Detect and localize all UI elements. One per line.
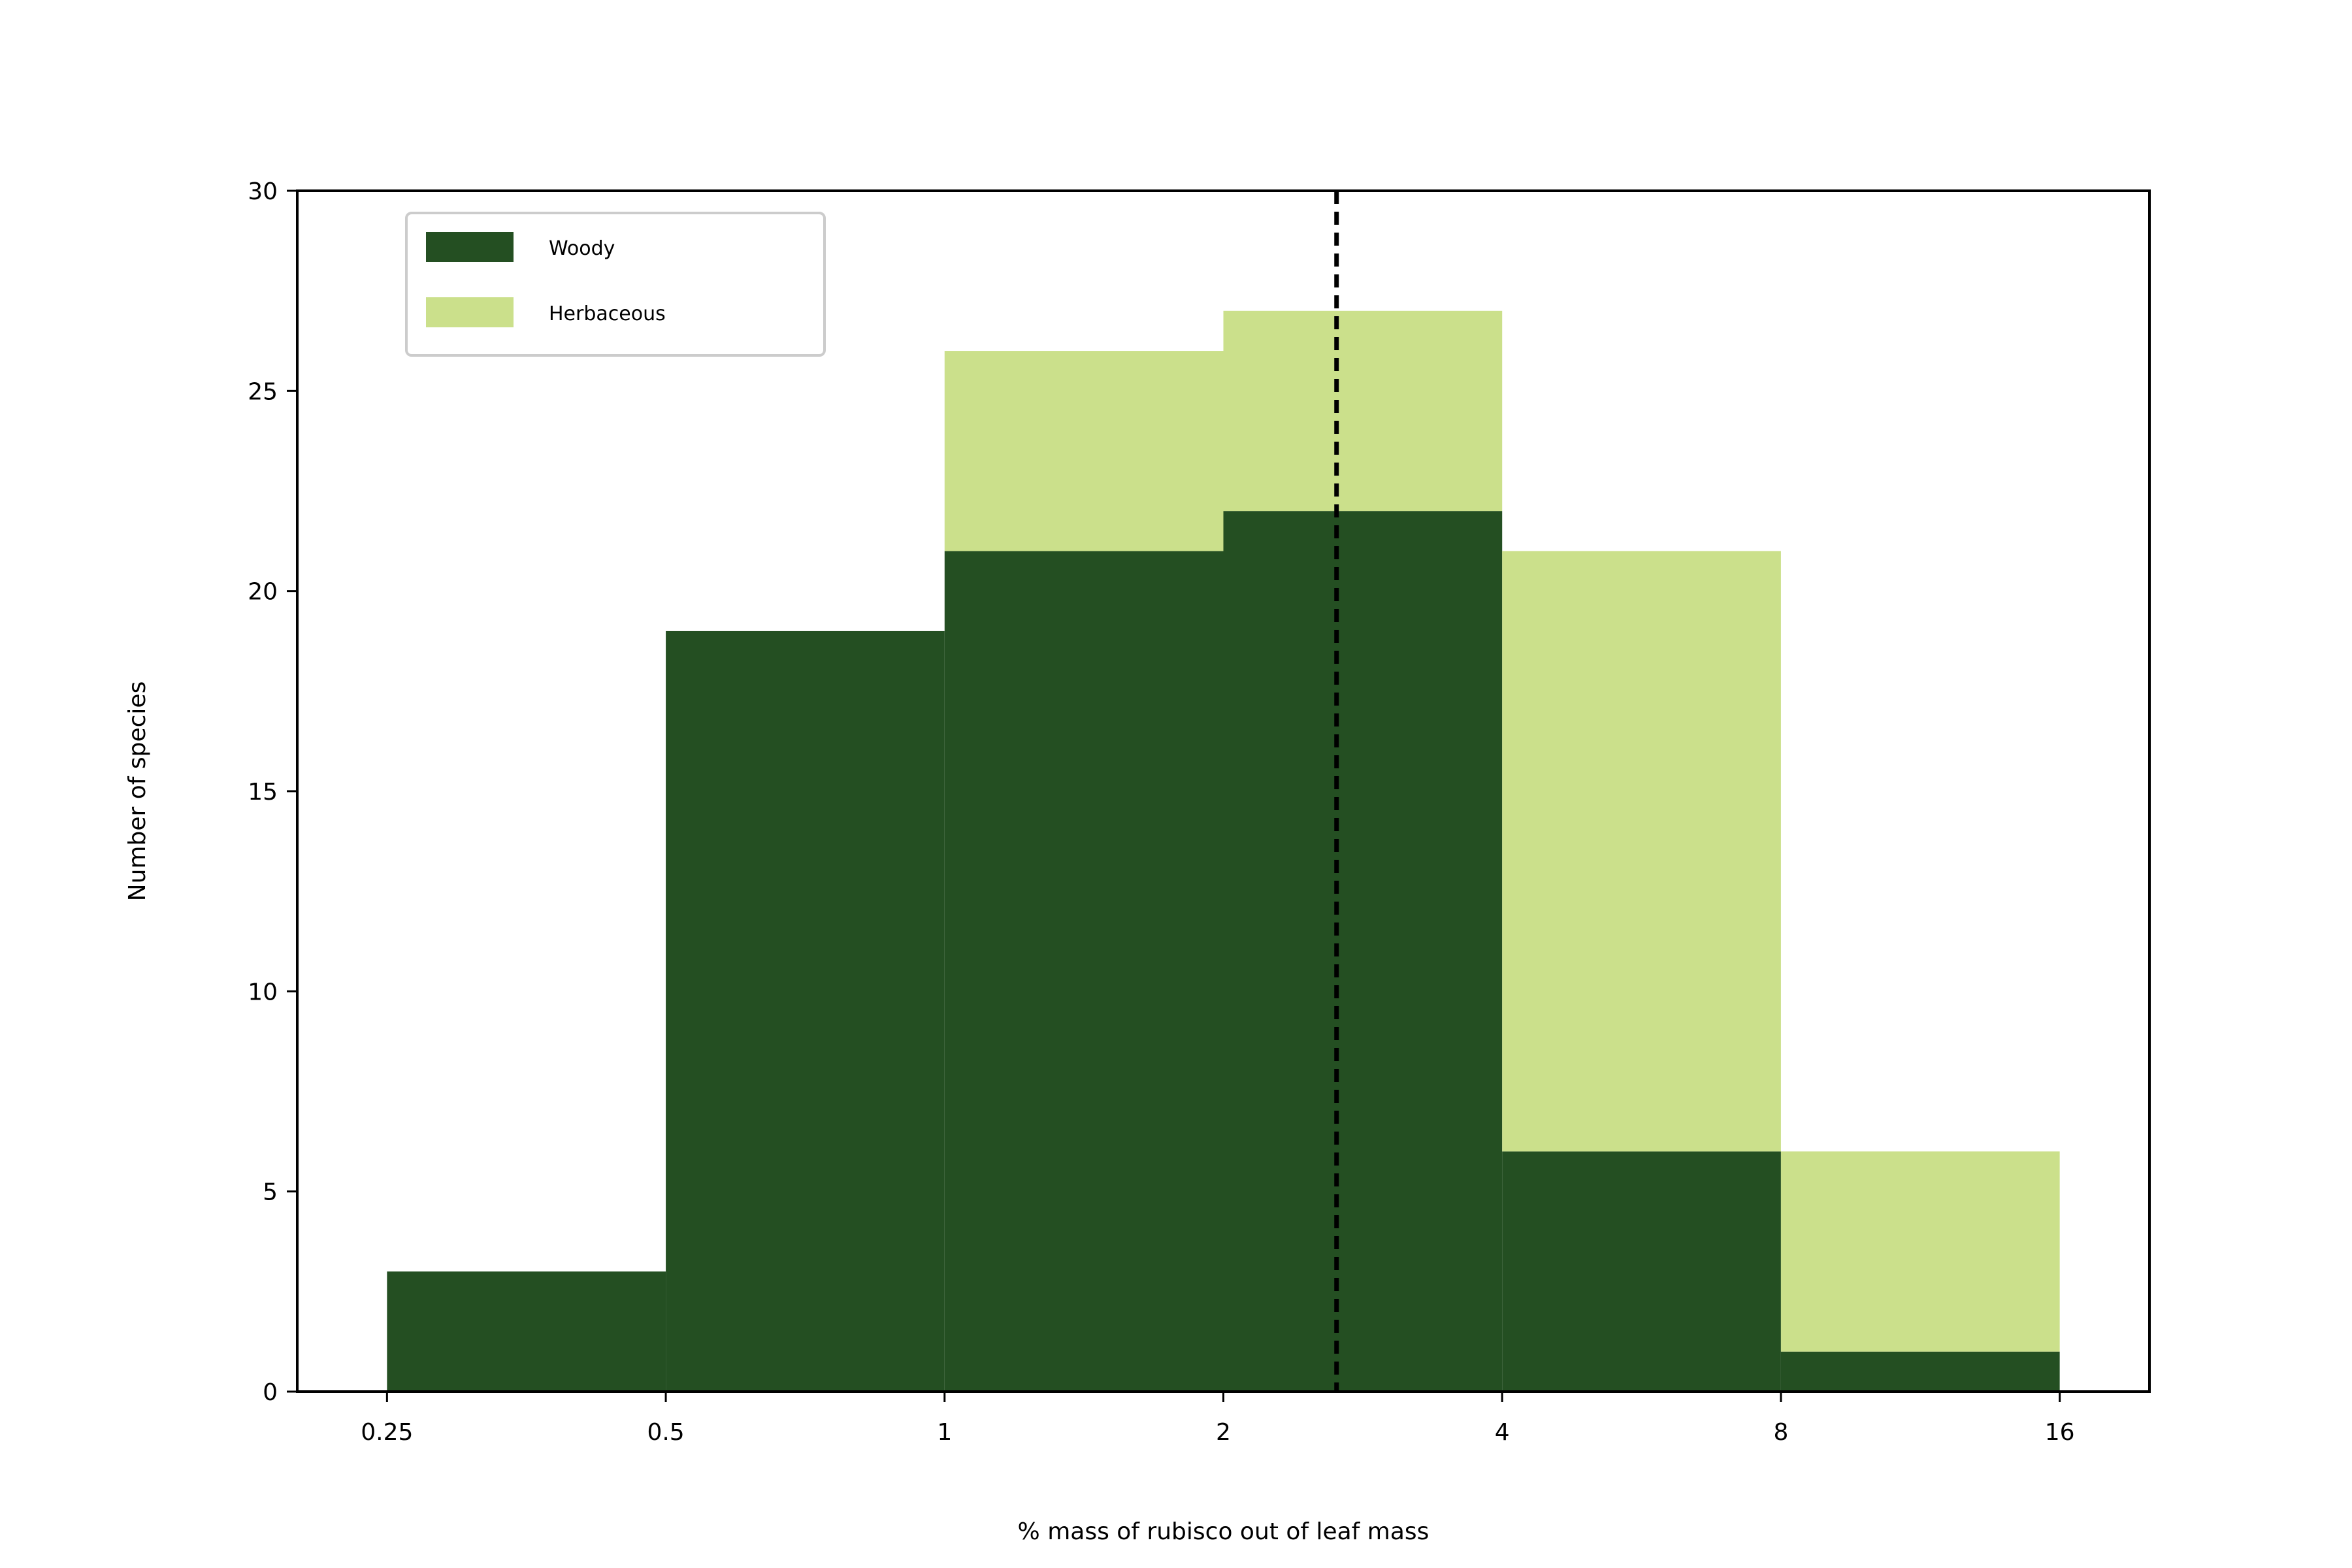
y-axis-label: Number of species xyxy=(124,681,151,902)
x-tick-label: 0.5 xyxy=(647,1419,684,1446)
legend-label-herbaceous: Herbaceous xyxy=(549,302,666,325)
y-axis-ticks: 0 5 10 15 20 25 30 xyxy=(248,178,297,1406)
legend: Woody Herbaceous xyxy=(405,212,826,357)
x-tick-label: 1 xyxy=(937,1419,952,1446)
x-tick-label: 2 xyxy=(1216,1419,1231,1446)
bar-herbaceous-5 xyxy=(1780,1151,2060,1352)
bar-woody-5 xyxy=(1780,1351,2060,1392)
legend-swatch-woody xyxy=(426,232,514,262)
legend-label-woody: Woody xyxy=(549,237,615,260)
x-axis-ticks: 0.25 0.5 1 2 4 8 16 xyxy=(361,1392,2075,1446)
bar-woody-3 xyxy=(1223,511,1503,1392)
legend-swatch-herbaceous xyxy=(426,297,514,327)
bars-layer xyxy=(387,310,2060,1392)
bar-herbaceous-2 xyxy=(944,351,1224,551)
y-tick-label: 20 xyxy=(248,579,278,606)
bar-woody-0 xyxy=(387,1271,666,1392)
y-tick-label: 25 xyxy=(248,378,278,405)
bar-woody-4 xyxy=(1502,1151,1781,1392)
x-tick-label: 8 xyxy=(1773,1419,1788,1446)
y-tick-label: 5 xyxy=(263,1179,278,1206)
bar-herbaceous-4 xyxy=(1502,551,1781,1152)
x-tick-label: 0.25 xyxy=(361,1419,413,1446)
x-axis-label: % mass of rubisco out of leaf mass xyxy=(1018,1518,1429,1545)
x-tick-label: 16 xyxy=(2045,1419,2075,1446)
y-tick-label: 0 xyxy=(263,1379,278,1406)
x-tick-label: 4 xyxy=(1495,1419,1510,1446)
y-tick-label: 10 xyxy=(248,979,278,1005)
y-tick-label: 15 xyxy=(248,779,278,806)
y-tick-label: 30 xyxy=(248,178,278,205)
bar-woody-2 xyxy=(944,551,1224,1392)
bar-herbaceous-3 xyxy=(1223,310,1503,512)
bar-woody-1 xyxy=(666,630,945,1392)
